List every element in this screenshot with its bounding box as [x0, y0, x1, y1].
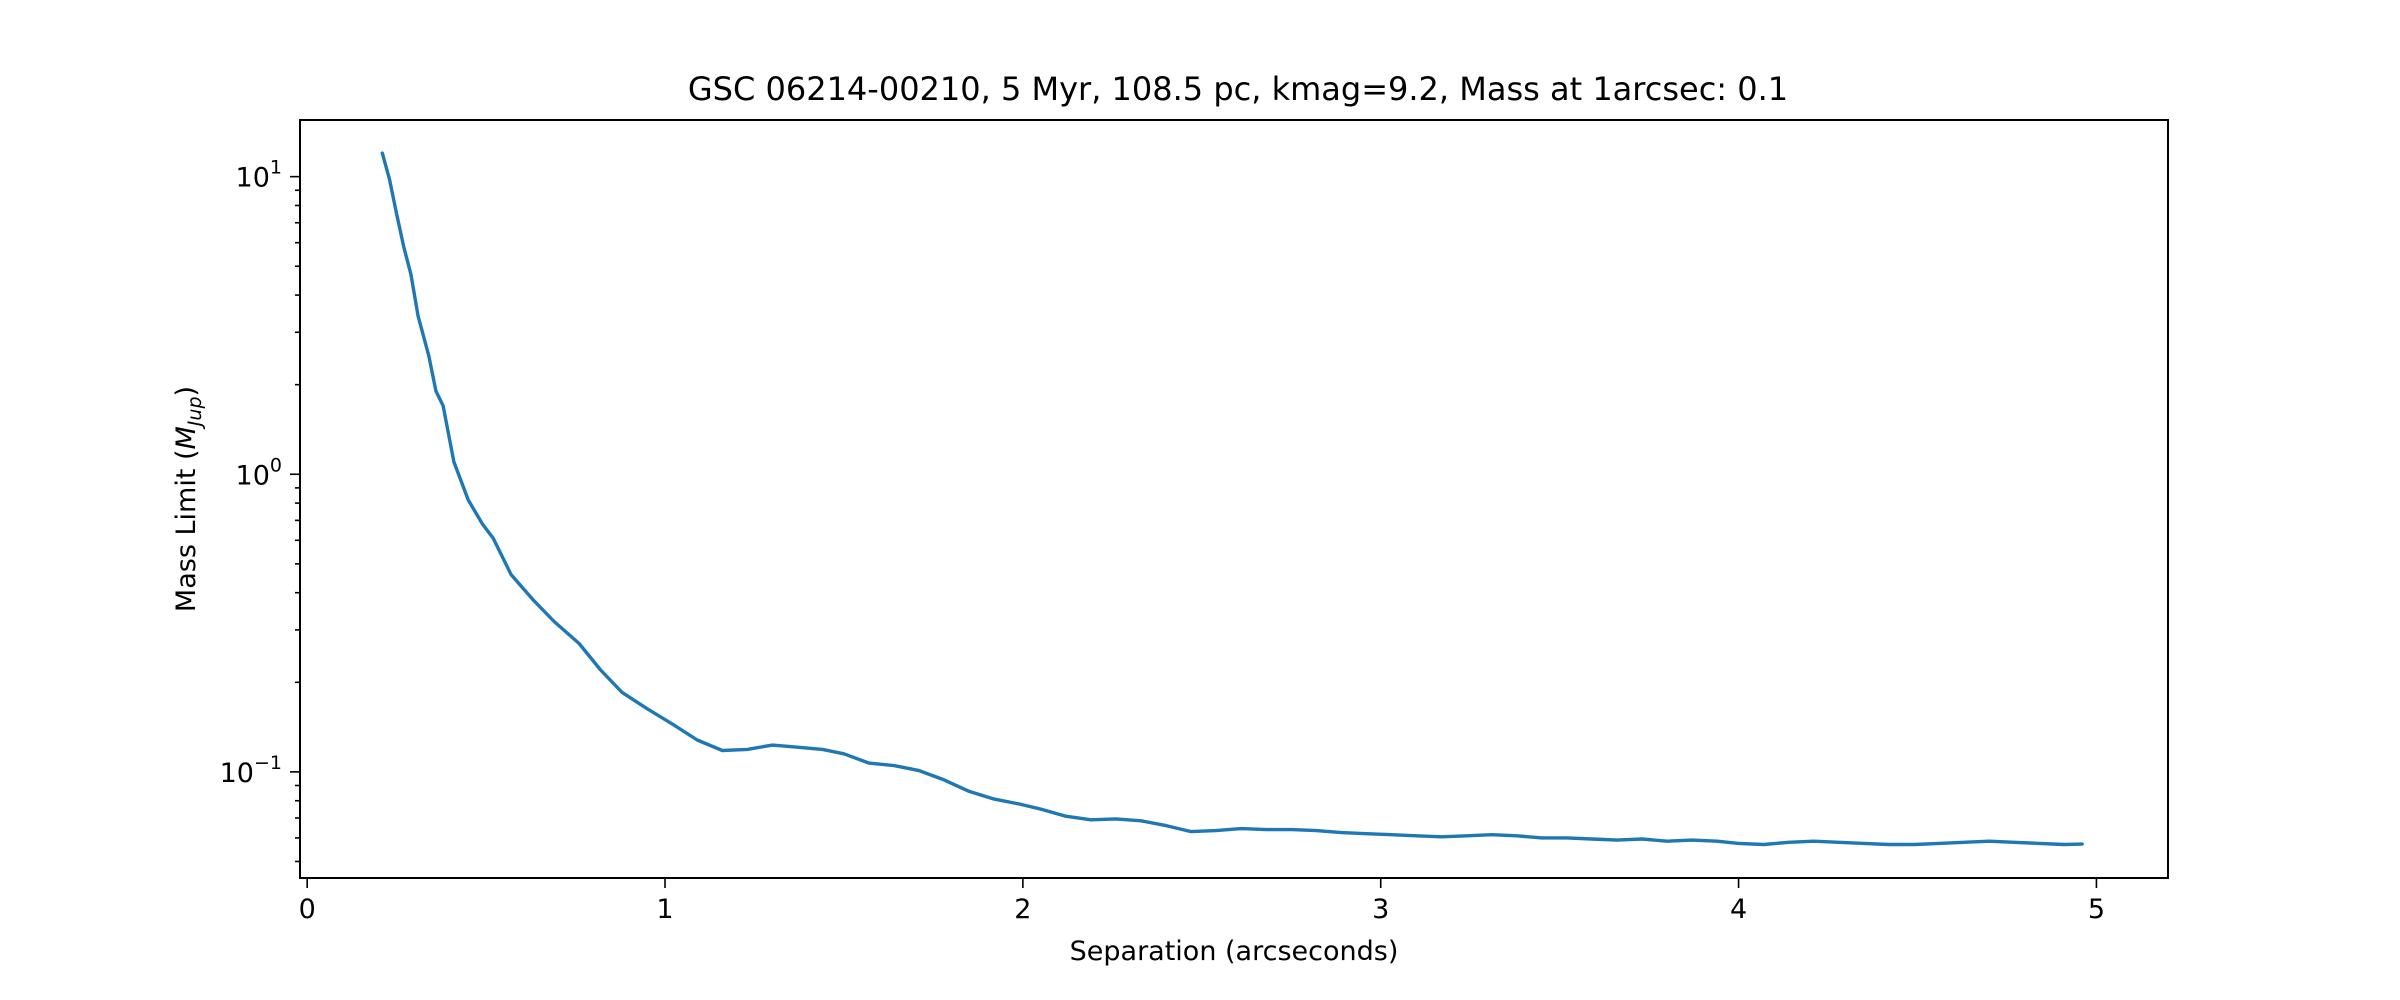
x-tick-label-5: 5	[2088, 894, 2105, 925]
x-tick-label-1: 1	[656, 894, 673, 925]
chart-title: GSC 06214-00210, 5 Myr, 108.5 pc, kmag=9…	[688, 70, 1788, 108]
y-tick-label-1: 100	[236, 454, 282, 491]
x-axis: 0 1 2 3 4 5	[299, 878, 2105, 925]
x-tick-label-3: 3	[1372, 894, 1389, 925]
x-axis-label: Separation (arcseconds)	[1070, 936, 1399, 967]
x-tick-label-4: 4	[1730, 894, 1747, 925]
x-tick-label-2: 2	[1014, 894, 1031, 925]
y-tick-label-2: 101	[236, 157, 282, 194]
plot-frame	[299, 119, 2169, 879]
y-axis-label-math: M	[171, 426, 202, 449]
series-line-0	[380, 151, 2084, 847]
y-axis-label: Mass Limit (MJup)	[171, 386, 206, 612]
series-layer	[380, 151, 2084, 847]
y-axis-label-main: Mass Limit (	[171, 449, 202, 612]
x-tick-label-0: 0	[299, 894, 316, 925]
y-axis-label-close: )	[171, 386, 202, 397]
y-tick-label-0: 10−1	[220, 752, 282, 789]
y-axis-label-sub: Jup	[184, 396, 206, 430]
y-axis: 10−1 100 101	[220, 157, 300, 863]
